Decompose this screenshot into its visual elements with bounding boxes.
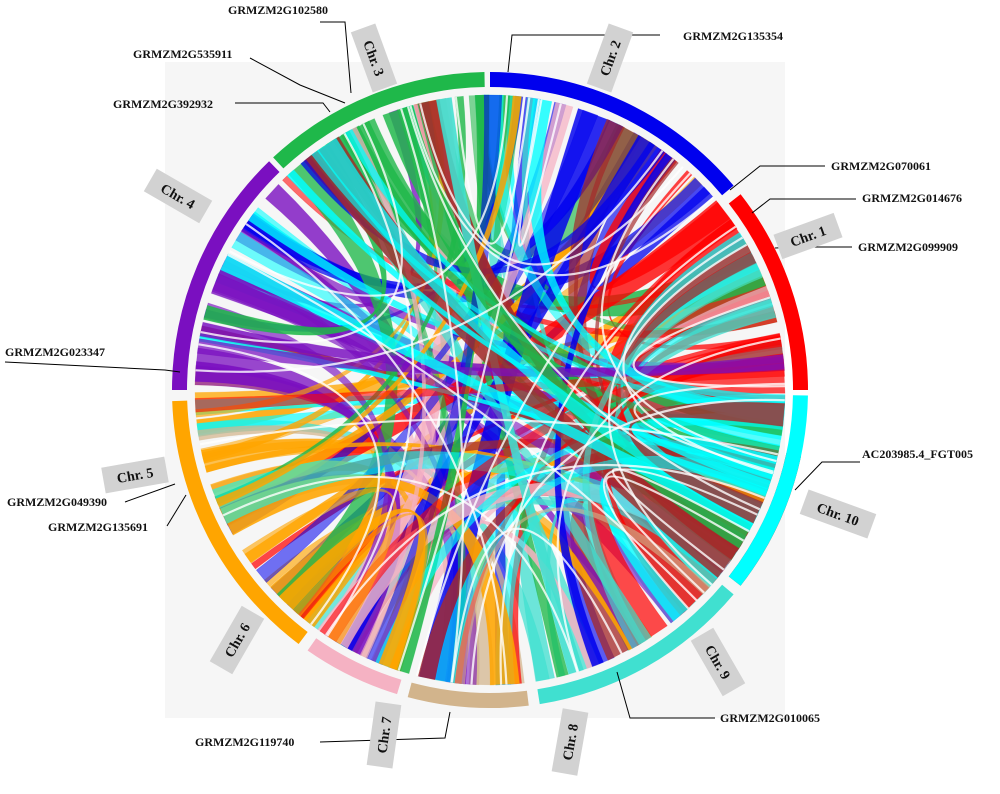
chromosome-arc-8 bbox=[537, 584, 734, 705]
link-gap bbox=[400, 108, 465, 683]
chromosome-tag-box bbox=[143, 168, 213, 224]
chromosome-arc-10 bbox=[728, 395, 808, 586]
gene-leader-line bbox=[616, 671, 715, 719]
synteny-link bbox=[215, 95, 522, 508]
gene-label: GRMZM2G049390 bbox=[7, 495, 107, 509]
gene-label: GRMZM2G010065 bbox=[720, 711, 820, 725]
gene-label: GRMZM2G535911 bbox=[133, 47, 232, 61]
link-gap bbox=[324, 463, 765, 636]
chromosome-tag-box bbox=[799, 489, 877, 539]
link-gap bbox=[600, 158, 777, 463]
chromosome-arc-1 bbox=[728, 194, 808, 390]
chromosome-arc-7 bbox=[407, 682, 529, 708]
synteny-link bbox=[196, 138, 658, 435]
gene-label: GRMZM2G135691 bbox=[48, 520, 148, 534]
gene-leader-line bbox=[4, 361, 181, 373]
gene-leader-line bbox=[124, 483, 176, 503]
link-gap bbox=[326, 132, 415, 637]
link-gap bbox=[605, 475, 745, 594]
synteny-link bbox=[204, 442, 733, 565]
link-gap bbox=[517, 98, 562, 247]
chromosome-ring bbox=[172, 72, 808, 708]
chromosome-arc-3 bbox=[273, 72, 485, 169]
gene-leader-line bbox=[729, 165, 825, 191]
synteny-links bbox=[194, 94, 786, 686]
link-gap bbox=[454, 96, 531, 245]
gene-label: GRMZM2G023347 bbox=[5, 345, 105, 359]
chromosome-arc-2 bbox=[490, 72, 734, 196]
chromosome-tag-7: Chr. 7 bbox=[366, 701, 402, 769]
chromosome-arc-4 bbox=[172, 161, 280, 390]
chromosome-tag-box bbox=[551, 708, 589, 776]
chromosome-arc-6 bbox=[307, 638, 402, 695]
link-gap bbox=[611, 468, 750, 571]
synteny-link bbox=[582, 262, 764, 649]
link-gap bbox=[415, 172, 691, 677]
link-gap bbox=[607, 243, 748, 586]
gene-label: AC203985.4_FGT005 bbox=[862, 447, 973, 461]
link-gap bbox=[195, 150, 664, 373]
link-gap bbox=[222, 475, 579, 673]
synteny-link bbox=[196, 338, 785, 378]
synteny-link bbox=[211, 451, 739, 580]
chromosome-label: Chr. 7 bbox=[375, 716, 395, 755]
link-gap bbox=[200, 123, 403, 344]
link-gap bbox=[622, 236, 774, 475]
synteny-link bbox=[203, 143, 387, 336]
synteny-link bbox=[545, 420, 784, 678]
link-gap bbox=[198, 343, 381, 626]
chromosome-tag-box bbox=[586, 23, 634, 93]
gene-label: GRMZM2G392932 bbox=[113, 97, 213, 111]
gene-label: GRMZM2G014676 bbox=[862, 191, 962, 205]
chromosome-tag-box bbox=[690, 627, 746, 697]
chromosome-tag-box bbox=[366, 701, 402, 769]
chromosome-label: Chr. 8 bbox=[561, 723, 582, 762]
gene-leader-line bbox=[794, 461, 860, 491]
chromosome-tag-box bbox=[350, 23, 398, 93]
synteny-link bbox=[241, 488, 397, 645]
gene-leader-line bbox=[320, 21, 352, 94]
gene-leader-line bbox=[751, 198, 856, 214]
link-gap bbox=[632, 296, 785, 388]
gene-leader-line bbox=[319, 711, 451, 743]
chromosome-tag-box bbox=[209, 605, 265, 675]
gene-labels: GRMZM2G102580 GRMZM2G535911 GRMZM2G39293… bbox=[5, 3, 973, 749]
gene-label: GRMZM2G099909 bbox=[858, 240, 958, 254]
link-gap bbox=[556, 337, 781, 672]
link-gap bbox=[470, 398, 785, 685]
link-gap bbox=[409, 105, 715, 277]
link-gap bbox=[227, 253, 698, 602]
gene-label: GRMZM2G135354 bbox=[683, 29, 783, 43]
synteny-link bbox=[203, 302, 392, 644]
synteny-link bbox=[319, 343, 785, 643]
chromosome-tag-8: Chr. 8 bbox=[551, 708, 589, 776]
chromosome-tag-box bbox=[101, 456, 169, 494]
chromosome-tag-5: Chr. 5 bbox=[101, 456, 169, 494]
synteny-link bbox=[278, 508, 426, 671]
link-gap bbox=[406, 106, 761, 511]
gene-leader-line bbox=[166, 494, 187, 527]
chromosome-arc-5 bbox=[172, 400, 308, 644]
gene-leader-line bbox=[235, 102, 331, 113]
gene-label: GRMZM2G119740 bbox=[195, 735, 294, 749]
gene-label: GRMZM2G070061 bbox=[831, 159, 931, 173]
synteny-link bbox=[554, 152, 676, 668]
chromosome-tag-box bbox=[773, 212, 843, 260]
gene-leader-line bbox=[249, 57, 346, 104]
link-gap bbox=[602, 468, 758, 610]
gene-label: GRMZM2G102580 bbox=[228, 3, 328, 17]
chromosome-label: Chr. 5 bbox=[116, 466, 155, 487]
link-gap bbox=[450, 527, 623, 683]
chromosome-tag-10: Chr. 10 bbox=[799, 489, 877, 539]
link-gap bbox=[229, 95, 509, 297]
link-gap bbox=[245, 223, 508, 685]
